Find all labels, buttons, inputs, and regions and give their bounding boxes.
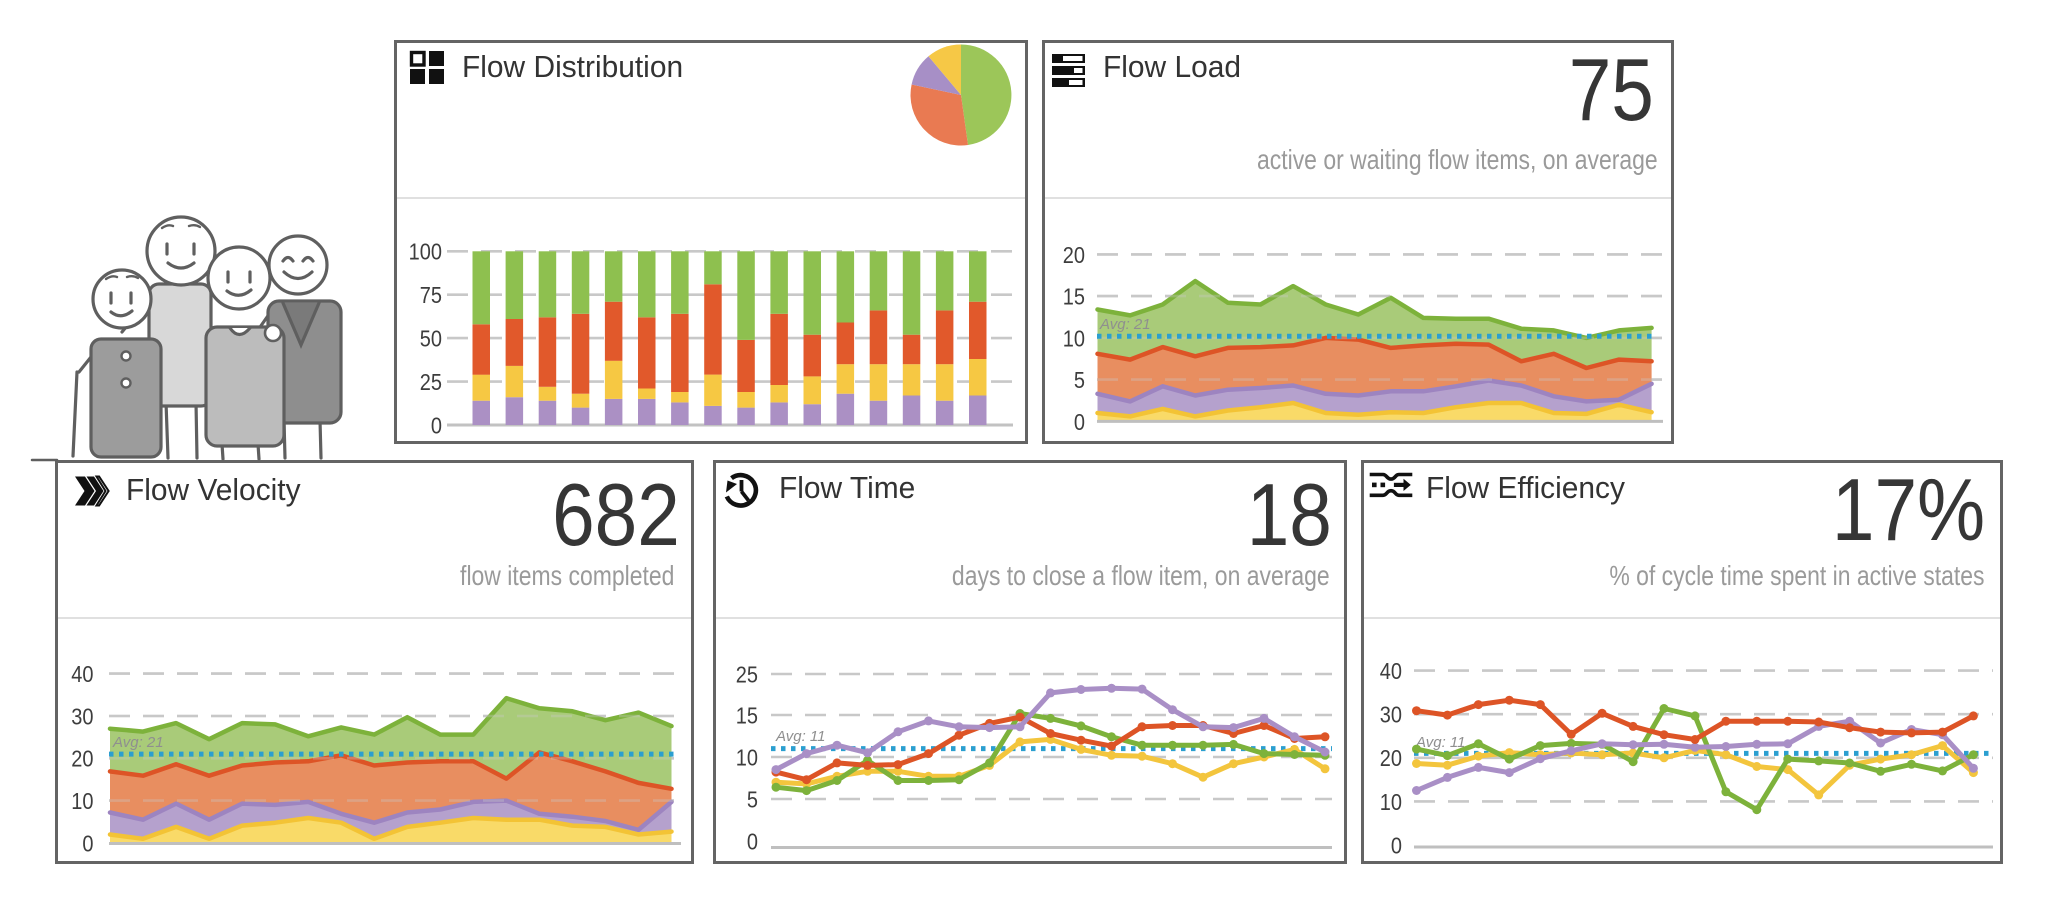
svg-text:0: 0: [747, 828, 758, 855]
svg-text:20: 20: [1380, 745, 1402, 772]
svg-text:25: 25: [736, 661, 758, 688]
svg-text:30: 30: [1380, 701, 1402, 728]
svg-text:0: 0: [1074, 408, 1085, 435]
svg-text:10: 10: [1380, 788, 1402, 815]
svg-text:20: 20: [1063, 241, 1085, 268]
svg-text:25: 25: [420, 368, 442, 395]
svg-text:30: 30: [71, 703, 93, 730]
svg-text:15: 15: [1063, 283, 1085, 310]
svg-text:40: 40: [71, 660, 93, 687]
svg-text:20: 20: [71, 745, 93, 772]
svg-text:Avg: 11: Avg: 11: [1415, 734, 1465, 751]
svg-text:50: 50: [420, 325, 442, 352]
svg-text:Avg: 11: Avg: 11: [775, 728, 825, 745]
svg-text:5: 5: [1074, 366, 1085, 393]
svg-text:10: 10: [736, 744, 758, 771]
svg-text:Avg: 21: Avg: 21: [1099, 316, 1151, 333]
svg-text:75: 75: [420, 282, 442, 309]
svg-text:40: 40: [1380, 657, 1402, 684]
svg-text:0: 0: [82, 830, 93, 857]
svg-text:100: 100: [409, 238, 442, 265]
svg-text:0: 0: [431, 412, 442, 439]
svg-text:10: 10: [1063, 325, 1085, 352]
svg-text:0: 0: [1391, 832, 1402, 859]
svg-text:Avg: 21: Avg: 21: [112, 734, 164, 751]
svg-text:15: 15: [736, 702, 758, 729]
svg-text:5: 5: [747, 786, 758, 813]
svg-text:10: 10: [71, 787, 93, 814]
